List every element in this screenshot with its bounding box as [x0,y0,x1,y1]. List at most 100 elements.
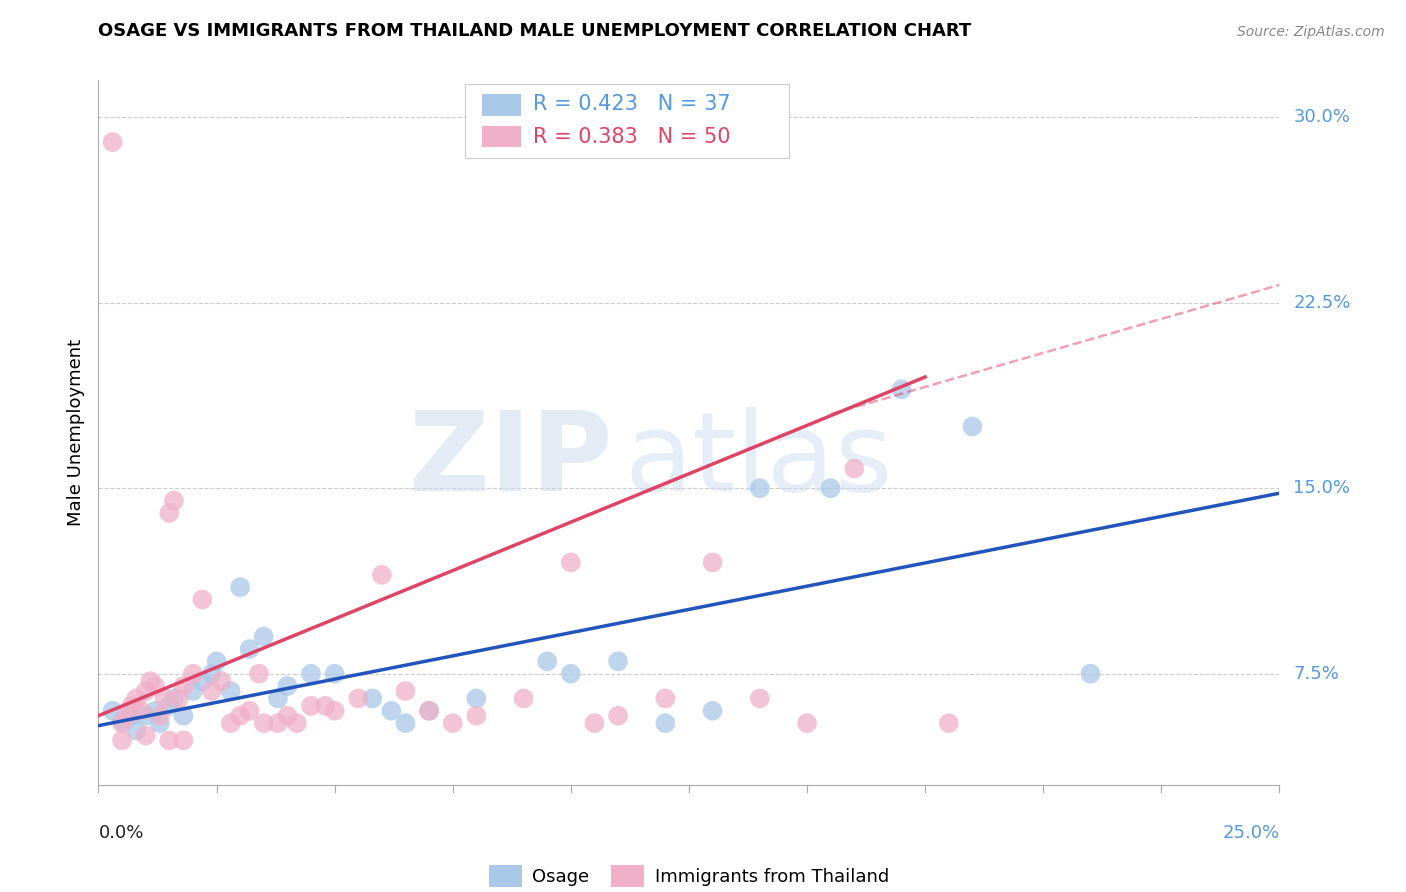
Text: 0.0%: 0.0% [98,824,143,842]
Point [163,691,186,706]
Point [163,493,186,508]
Point [267,716,290,731]
Point [394,716,416,731]
Point [143,704,166,718]
Text: OSAGE VS IMMIGRANTS FROM THAILAND MALE UNEMPLOYMENT CORRELATION CHART: OSAGE VS IMMIGRANTS FROM THAILAND MALE U… [98,22,972,40]
Point [253,630,276,644]
Point [276,679,298,693]
Point [560,556,582,570]
Point [796,716,818,731]
Text: Source: ZipAtlas.com: Source: ZipAtlas.com [1237,25,1385,39]
Point [560,666,582,681]
Point [125,723,148,738]
Point [239,704,262,718]
Point [121,698,143,713]
Point [314,698,336,713]
Point [239,642,262,657]
Point [125,691,148,706]
FancyBboxPatch shape [464,84,789,158]
Y-axis label: Male Unemployment: Male Unemployment [66,339,84,526]
Point [299,698,322,713]
Point [181,684,204,698]
Point [181,666,204,681]
Point [394,684,416,698]
Point [702,704,724,718]
Point [209,674,232,689]
Point [167,691,190,706]
Point [157,733,180,747]
Point [380,704,402,718]
Text: 25.0%: 25.0% [1222,824,1279,842]
Point [536,654,558,668]
Point [135,708,157,723]
Point [135,684,157,698]
Point [465,708,488,723]
Point [247,666,270,681]
Point [962,419,984,434]
Point [111,716,134,731]
Text: R = 0.383   N = 50: R = 0.383 N = 50 [533,127,731,146]
Point [607,654,630,668]
Point [149,716,172,731]
Point [139,674,162,689]
Point [820,481,842,495]
FancyBboxPatch shape [482,126,522,147]
Point [938,716,960,731]
Point [607,708,630,723]
Point [512,691,534,706]
Point [111,714,134,728]
Text: 22.5%: 22.5% [1294,293,1351,312]
Point [253,716,276,731]
Point [143,679,166,693]
Point [153,691,176,706]
Point [172,708,194,723]
Point [229,580,252,594]
Text: ZIP: ZIP [409,408,612,515]
Point [172,679,194,693]
Point [172,733,194,747]
FancyBboxPatch shape [482,95,522,115]
Point [191,592,214,607]
Point [844,461,866,475]
Point [149,708,172,723]
Text: 7.5%: 7.5% [1294,665,1340,682]
Point [135,729,157,743]
Point [101,135,124,149]
Point [299,666,322,681]
Point [371,567,394,582]
Point [323,704,346,718]
Legend: Osage, Immigrants from Thailand: Osage, Immigrants from Thailand [482,857,896,892]
Point [748,481,770,495]
Point [418,704,440,718]
Point [418,704,440,718]
Point [347,691,370,706]
Point [121,708,143,723]
Point [129,704,152,718]
Point [748,691,770,706]
Point [191,674,214,689]
Point [219,684,242,698]
Point [157,506,180,520]
Point [465,691,488,706]
Point [276,708,298,723]
Point [157,698,180,713]
Point [441,716,464,731]
Point [115,708,138,723]
Text: 30.0%: 30.0% [1294,108,1350,127]
Point [654,716,676,731]
Point [702,556,724,570]
Point [111,733,134,747]
Text: atlas: atlas [624,408,893,515]
Point [267,691,290,706]
Point [201,684,224,698]
Point [205,654,228,668]
Point [890,382,912,396]
Point [101,704,124,718]
Point [323,666,346,681]
Point [583,716,606,731]
Point [361,691,384,706]
Point [229,708,252,723]
Point [285,716,308,731]
Point [201,666,224,681]
Point [654,691,676,706]
